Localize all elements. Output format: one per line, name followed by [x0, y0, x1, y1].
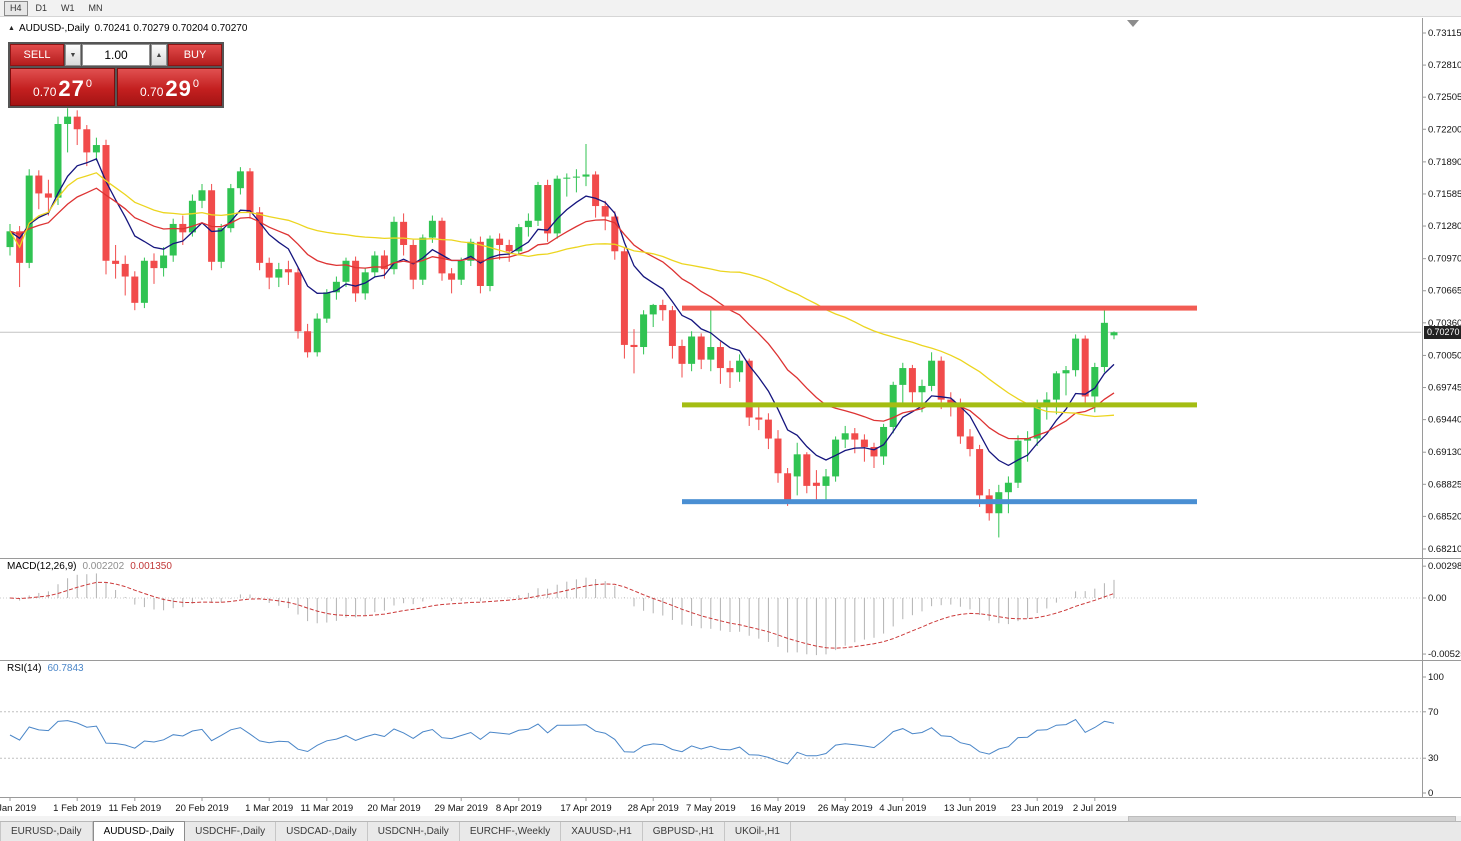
rsi-value: 60.7843: [47, 663, 84, 674]
lot-decrease-button[interactable]: ▼: [65, 44, 81, 66]
svg-text:0.70970: 0.70970: [1428, 254, 1461, 265]
tab-eurusd-daily[interactable]: EURUSD-,Daily: [0, 822, 93, 841]
sell-button[interactable]: SELL: [10, 44, 64, 66]
macd-panel: [0, 573, 1421, 656]
svg-text:11 Feb 2019: 11 Feb 2019: [108, 803, 161, 814]
svg-text:29 Mar 2019: 29 Mar 2019: [435, 803, 488, 814]
svg-text:16 May 2019: 16 May 2019: [751, 803, 806, 814]
buy-price-display[interactable]: 0.70 29 0: [117, 68, 222, 106]
timeframe-button-mn[interactable]: MN: [83, 1, 109, 16]
svg-text:0.71890: 0.71890: [1428, 157, 1461, 168]
svg-text:1 Mar 2019: 1 Mar 2019: [245, 803, 293, 814]
svg-text:4 Jun 2019: 4 Jun 2019: [879, 803, 926, 814]
price-axis: 0.73115 0.72810 0.72505 0.72200 0.71890 0.715…: [1422, 28, 1461, 799]
svg-text:28 Apr 2019: 28 Apr 2019: [628, 803, 679, 814]
chart-title-text: AUDUSD-,Daily: [18, 23, 90, 34]
macd-signal-value: 0.001350: [130, 561, 172, 572]
svg-text:0.71280: 0.71280: [1428, 221, 1461, 232]
buy-price-pips: 29: [165, 76, 192, 101]
svg-text:0.72200: 0.72200: [1428, 124, 1461, 135]
lot-increase-button[interactable]: ▲: [151, 44, 167, 66]
sell-price-display[interactable]: 0.70 27 0: [10, 68, 115, 106]
tab-eurchf-weekly[interactable]: EURCHF-,Weekly: [460, 822, 562, 841]
svg-text:0.71585: 0.71585: [1428, 189, 1461, 200]
one-click-trading-panel: SELL ▼ ▲ BUY 0.70 27 0 0.70 29 0: [8, 42, 224, 108]
svg-text:0.70050: 0.70050: [1428, 350, 1461, 361]
svg-text:23 Jun 2019: 23 Jun 2019: [1011, 803, 1063, 814]
sell-price-pipette: 0: [85, 78, 92, 90]
tab-gbpusd-h1[interactable]: GBPUSD-,H1: [643, 822, 725, 841]
buy-price-prefix: 0.70: [140, 85, 164, 99]
rsi-name: RSI(14): [7, 663, 42, 674]
timeframe-button-d1[interactable]: D1: [30, 1, 54, 16]
svg-text:0.69745: 0.69745: [1428, 383, 1461, 394]
chart-shift-marker[interactable]: [1127, 20, 1139, 27]
panel-separators: [0, 18, 1461, 798]
svg-text:0.002984: 0.002984: [1428, 561, 1461, 572]
caret-up-icon: ▲: [155, 51, 163, 59]
svg-text:1 Feb 2019: 1 Feb 2019: [53, 803, 101, 814]
svg-text:0.72810: 0.72810: [1428, 60, 1461, 71]
buy-price-pipette: 0: [192, 78, 199, 90]
caret-down-icon: ▼: [69, 51, 77, 59]
svg-text:20 Feb 2019: 20 Feb 2019: [175, 803, 228, 814]
resistance-line[interactable]: [682, 305, 1197, 311]
svg-text:0.68210: 0.68210: [1428, 544, 1461, 555]
svg-text:7 May 2019: 7 May 2019: [686, 803, 736, 814]
time-axis: 23 Jan 2019 1 Feb 2019 11 Feb 2019 20 Feb 2…: [0, 797, 1117, 814]
tab-usdchf-daily[interactable]: USDCHF-,Daily: [185, 822, 277, 841]
svg-text:0.68825: 0.68825: [1428, 479, 1461, 490]
candles: [6, 108, 1118, 538]
tab-usdcnh-daily[interactable]: USDCNH-,Daily: [368, 822, 460, 841]
tab-ukoil-h1[interactable]: UKOil-,H1: [725, 822, 791, 841]
rsi-label: RSI(14) 60.7843: [7, 663, 84, 674]
svg-text:100: 100: [1428, 672, 1444, 683]
timeframe-button-w1[interactable]: W1: [55, 1, 81, 16]
svg-text:23 Jan 2019: 23 Jan 2019: [0, 803, 36, 814]
chart-tabs: EURUSD-,Daily AUDUSD-,Daily USDCHF-,Daily U…: [0, 821, 1461, 841]
svg-text:30: 30: [1428, 753, 1439, 764]
svg-text:-0.005254: -0.005254: [1428, 649, 1461, 660]
panel-collapse-icon[interactable]: ▲: [8, 25, 15, 32]
svg-text:0.70665: 0.70665: [1428, 286, 1461, 297]
svg-text:20 Mar 2019: 20 Mar 2019: [367, 803, 420, 814]
svg-text:0.68520: 0.68520: [1428, 511, 1461, 522]
svg-text:11 Mar 2019: 11 Mar 2019: [300, 803, 353, 814]
svg-text:2 Jul 2019: 2 Jul 2019: [1073, 803, 1117, 814]
svg-text:17 Apr 2019: 17 Apr 2019: [560, 803, 611, 814]
sell-price-prefix: 0.70: [33, 85, 57, 99]
svg-text:13 Jun 2019: 13 Jun 2019: [944, 803, 996, 814]
timeframe-button-h4[interactable]: H4: [4, 0, 28, 16]
tab-usdcad-daily[interactable]: USDCAD-,Daily: [276, 822, 368, 841]
tab-xauusd-h1[interactable]: XAUUSD-,H1: [561, 822, 643, 841]
ma-line-sma-45: [9, 172, 1115, 418]
svg-text:0.70360: 0.70360: [1428, 318, 1461, 329]
svg-text:0.69440: 0.69440: [1428, 415, 1461, 426]
svg-text:0.00: 0.00: [1428, 593, 1447, 604]
support-line[interactable]: [682, 499, 1197, 505]
svg-text:8 Apr 2019: 8 Apr 2019: [496, 803, 542, 814]
macd-name: MACD(12,26,9): [7, 561, 77, 572]
tab-audusd-daily[interactable]: AUDUSD-,Daily: [92, 821, 186, 841]
svg-text:0.73115: 0.73115: [1428, 28, 1461, 39]
chart-title: ▲ AUDUSD-,Daily 0.70241 0.70279 0.70204 0.…: [8, 23, 247, 34]
svg-text:26 May 2019: 26 May 2019: [818, 803, 873, 814]
rsi-panel: [0, 711, 1421, 765]
timeframe-toolbar: H4 D1 W1 MN: [0, 0, 1461, 17]
svg-text:0.69130: 0.69130: [1428, 447, 1461, 458]
sell-price-pips: 27: [58, 76, 85, 101]
ma-line-ema-8: [9, 158, 1115, 467]
svg-text:0.72505: 0.72505: [1428, 92, 1461, 103]
buy-button[interactable]: BUY: [168, 44, 222, 66]
svg-text:0: 0: [1428, 788, 1433, 799]
chart-ohlc-values: 0.70241 0.70279 0.70204 0.70270: [94, 23, 248, 34]
lot-size-input[interactable]: [82, 44, 150, 66]
bid-price-tag: 0.70270: [1424, 325, 1461, 339]
macd-main-value: 0.002202: [82, 561, 125, 572]
mid-support-line[interactable]: [682, 402, 1197, 408]
macd-label: MACD(12,26,9) 0.002202 0.001350: [7, 561, 172, 572]
svg-text:70: 70: [1428, 707, 1439, 718]
